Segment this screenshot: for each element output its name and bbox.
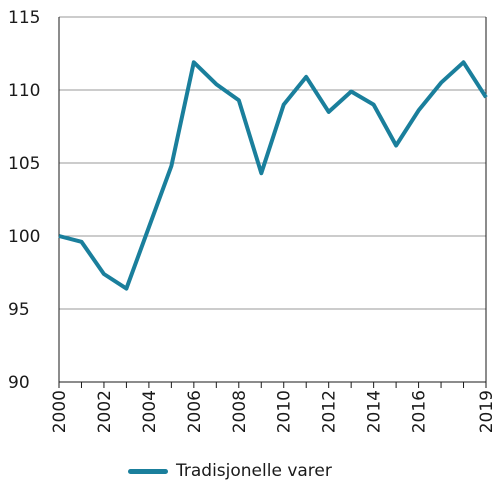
x-tick-label: 2008 <box>230 390 250 433</box>
series-lines <box>58 60 488 291</box>
y-tick-labels: 90 95 100 105 110 115 <box>8 8 40 393</box>
legend-label: Tradisjonelle varer <box>176 461 332 481</box>
series-line <box>58 60 488 291</box>
y-tick-label: 90 <box>8 373 30 393</box>
y-tick-label: 105 <box>8 154 40 174</box>
x-tick-label: 2012 <box>320 390 340 433</box>
x-tick-label: 2014 <box>365 390 385 433</box>
legend-swatch <box>128 468 168 474</box>
x-tick-label: 2004 <box>140 390 160 433</box>
y-tick-label: 115 <box>8 8 40 28</box>
y-tick-label: 110 <box>8 81 40 101</box>
x-tick-label: 2006 <box>185 390 205 433</box>
x-tick-labels: 2000 2002 2004 2006 2008 2010 2012 2014 2016 2019 <box>50 390 497 433</box>
x-tick-label: 2002 <box>95 390 115 433</box>
x-tick-label: 2016 <box>410 390 430 433</box>
x-tick-label: 2000 <box>50 390 70 433</box>
y-tick-label: 95 <box>8 300 30 320</box>
x-tick-label: 2019 <box>477 390 497 433</box>
legend: Tradisjonelle varer <box>128 457 332 485</box>
axes <box>58 17 487 388</box>
y-tick-label: 100 <box>8 227 40 247</box>
x-tick-label: 2010 <box>275 390 295 433</box>
gridlines <box>59 16 486 383</box>
